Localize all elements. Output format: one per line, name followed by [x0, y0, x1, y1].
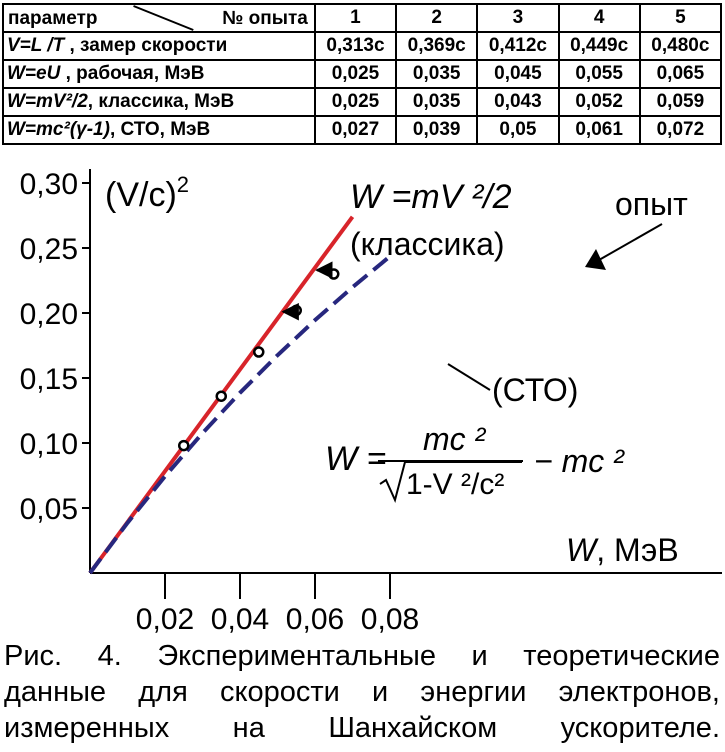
- y-tick-label: 0,30: [20, 168, 78, 201]
- header-diagonal-line: [133, 6, 194, 30]
- relativistic-curve: [88, 254, 392, 575]
- experiment-label: опыт: [615, 186, 688, 222]
- caption-line-1: Рис. 4. Экспериментальные и теоретически…: [4, 640, 720, 672]
- ticks: 0,05 0,10 0,15 0,20 0,25 0,30 0,02 0,04 0,06 0,08: [20, 168, 420, 636]
- table-cell: 0,025: [313, 59, 398, 89]
- table-cell: 0,052: [557, 87, 641, 117]
- table-cell: 0,480c: [638, 31, 723, 61]
- experiment-point: [328, 268, 340, 280]
- y-tick-label: 0,15: [20, 363, 78, 396]
- y-tick-label: 0,25: [20, 233, 78, 266]
- table-cell: 0,061: [557, 115, 641, 145]
- table-cell: 0,043: [476, 87, 560, 117]
- axes: [89, 169, 722, 574]
- sto-formula-denominator: 1-V ²/c²: [406, 468, 504, 501]
- row-label-text: , рабочая, МэВ: [60, 63, 205, 84]
- row-label-text: , классика, МэВ: [87, 91, 235, 112]
- caption-line-2: данные для скорости и энергии электронов…: [4, 676, 720, 708]
- data-table: параметр № опыта 1 2 3 4 5 V=L /T , заме…: [2, 3, 723, 145]
- row-label-classical-energy: W=mV²/2, классика, МэВ: [2, 87, 316, 117]
- row-label-text: , СТО, МэВ: [109, 119, 211, 140]
- caption-line-3: измеренных на Шанхайском ускорителе.: [4, 712, 720, 744]
- table-row: V=L /T , замер скорости 0,313c 0,369c 0,…: [2, 31, 723, 61]
- table-cell: 0,449c: [557, 31, 641, 61]
- square-root-sign: [379, 461, 522, 503]
- table-cell: 0,313c: [313, 31, 398, 61]
- table-cell: 0,412c: [476, 31, 560, 61]
- x-tick-label: 0,08: [361, 603, 419, 636]
- x-tick-label: 0,02: [136, 603, 194, 636]
- header-param-cell: параметр № опыта: [2, 3, 316, 33]
- experiment-point: [178, 439, 190, 452]
- energy-velocity-chart: 0,05 0,10 0,15 0,20 0,25 0,30 0,02 0,04 0,06 0,08…: [20, 168, 722, 636]
- table-cell: 0,035: [395, 87, 479, 117]
- experiment-point: [215, 390, 227, 402]
- experiment-point: [253, 346, 265, 358]
- classic-formula-label: W =mV ²/2: [350, 178, 512, 216]
- sto-curve-label: (СТО): [492, 372, 578, 408]
- header-run-4: 4: [557, 3, 641, 33]
- table-cell: 0,045: [476, 59, 560, 89]
- table-cell: 0,059: [638, 87, 723, 117]
- row-label-text: , замер скорости: [64, 35, 228, 56]
- table-cell: 0,039: [395, 115, 479, 145]
- table-cell: 0,05: [476, 115, 560, 145]
- table-row: W=eU , рабочая, МэВ 0,025 0,035 0,045 0,…: [2, 59, 723, 89]
- header-run-2: 2: [395, 3, 479, 33]
- table-row: W=mc²(γ-1), СТО, МэВ 0,027 0,039 0,05 0,…: [2, 115, 723, 145]
- sto-pointer-line: [447, 363, 491, 391]
- x-tick-label: 0,04: [211, 603, 269, 636]
- figure-caption: Рис. 4. Экспериментальные и теоретически…: [4, 638, 720, 746]
- row-label-sto-energy: W=mc²(γ-1), СТО, МэВ: [2, 115, 316, 145]
- x-axis-label: W, МэВ: [566, 532, 679, 568]
- header-run-label: № опыта: [222, 8, 308, 29]
- series: [88, 215, 392, 575]
- table-header-row: параметр № опыта 1 2 3 4 5: [2, 3, 723, 33]
- sto-formula-rhs: − mc ²: [534, 443, 625, 479]
- row-label-velocity: V=L /T , замер скорости: [2, 31, 316, 61]
- row-label-formula: W=eU: [7, 63, 61, 84]
- y-tick-label: 0,05: [20, 493, 78, 526]
- table-cell: 0,072: [638, 115, 723, 145]
- sto-formula-lhs: W =: [325, 440, 386, 478]
- y-tick-label: 0,20: [20, 298, 78, 331]
- y-axis-label: (V/c)2: [105, 172, 189, 214]
- row-label-formula: W=mc²(γ-1): [7, 119, 110, 140]
- row-label-formula: W=mV²/2: [7, 91, 88, 112]
- table-row: W=mV²/2, классика, МэВ 0,025 0,035 0,043…: [2, 87, 723, 117]
- row-label-work-energy: W=eU , рабочая, МэВ: [2, 59, 316, 89]
- header-param-label: параметр: [8, 8, 98, 29]
- table-cell: 0,369c: [395, 31, 479, 61]
- table-cell: 0,025: [313, 87, 398, 117]
- sto-energy-formula: W = mc ² 1-V ²/c² − mc ²: [325, 421, 625, 503]
- experiment-pointer-arrowhead: [585, 249, 606, 270]
- row-label-formula: V=L /T: [7, 35, 65, 56]
- table-cell: 0,065: [638, 59, 723, 89]
- experiment-point: [290, 304, 302, 317]
- table-cell: 0,035: [395, 59, 479, 89]
- sto-formula-numerator: mc ²: [423, 421, 487, 457]
- data-points: [178, 261, 340, 452]
- header-run-5: 5: [638, 3, 723, 33]
- x-tick-label: 0,06: [286, 603, 344, 636]
- table-cell: 0,055: [557, 59, 641, 89]
- header-run-1: 1: [313, 3, 398, 33]
- table-cell: 0,027: [313, 115, 398, 145]
- classic-curve-label: (классика): [350, 226, 505, 262]
- experiment-pointer-line: [591, 223, 663, 265]
- y-tick-label: 0,10: [20, 428, 78, 461]
- header-run-3: 3: [476, 3, 560, 33]
